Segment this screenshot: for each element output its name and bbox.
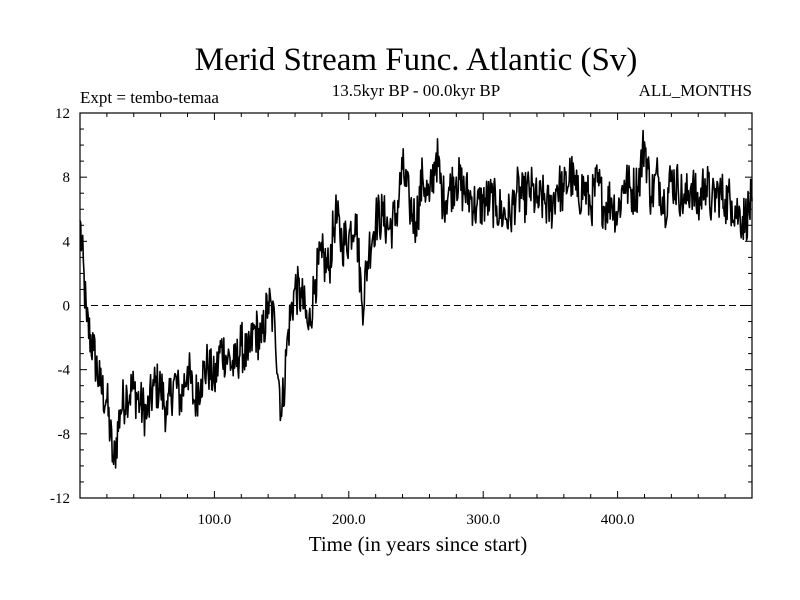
experiment-label: Expt = tembo-temaa xyxy=(80,88,219,107)
x-tick-label: 300.0 xyxy=(466,512,500,528)
x-axis-label: Time (in years since start) xyxy=(309,532,528,556)
months-label: ALL_MONTHS xyxy=(639,81,752,100)
y-tick-label: -8 xyxy=(58,427,71,443)
y-axis: -12 -8 -4 0 4 8 12 xyxy=(50,106,752,507)
chart-title: Merid Stream Func. Atlantic (Sv) xyxy=(195,42,638,78)
y-tick-label: -12 xyxy=(50,491,70,507)
y-tick-label: 12 xyxy=(55,106,70,122)
series-line xyxy=(79,129,753,469)
x-tick-label: 400.0 xyxy=(601,512,635,528)
period-label: 13.5kyr BP - 00.0kyr BP xyxy=(332,81,500,100)
x-tick-label: 200.0 xyxy=(332,512,366,528)
y-tick-label: 0 xyxy=(63,299,71,315)
y-tick-label: 8 xyxy=(63,170,71,186)
y-tick-label: -4 xyxy=(58,363,71,379)
y-tick-label: 4 xyxy=(63,234,71,250)
x-axis: 100.0 200.0 300.0 400.0 xyxy=(106,113,726,528)
x-tick-label: 100.0 xyxy=(198,512,232,528)
